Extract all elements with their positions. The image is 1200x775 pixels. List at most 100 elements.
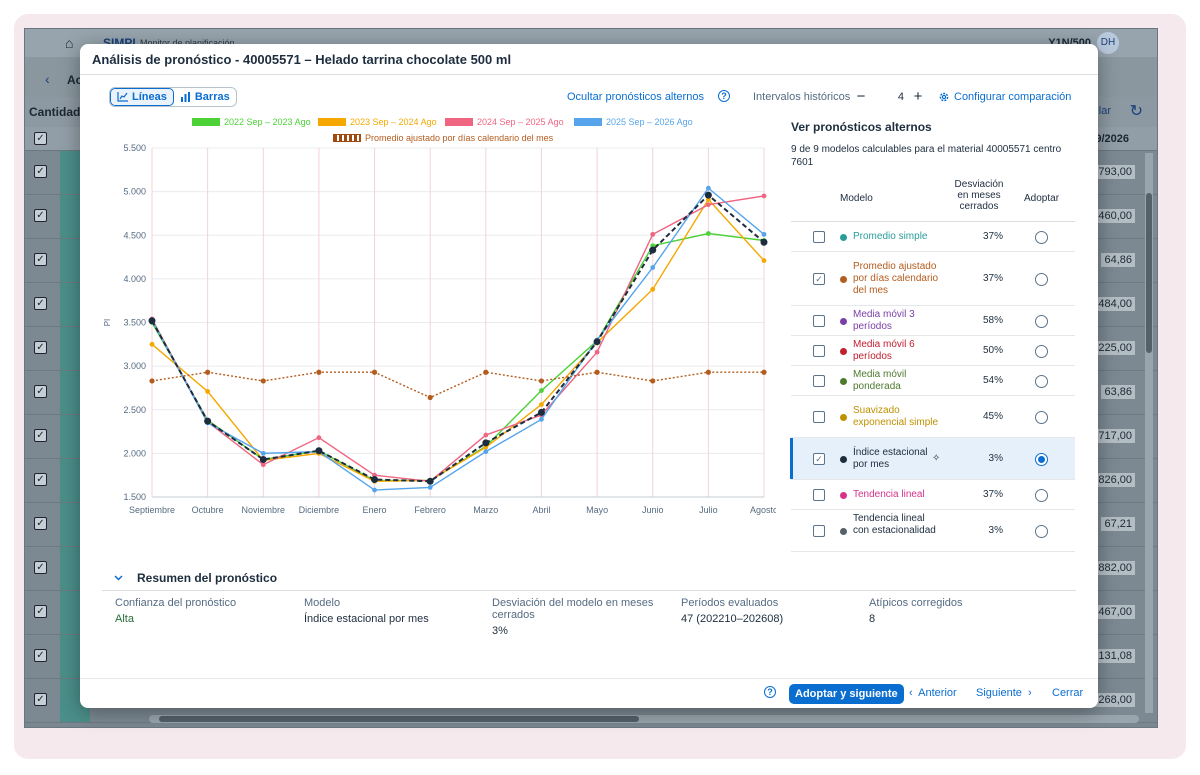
col-deviation: Desviación en meses cerrados — [954, 179, 1004, 212]
row-checkbox[interactable]: ✓ — [34, 429, 47, 442]
refresh-icon[interactable]: ↻ — [1129, 103, 1143, 120]
model-checkbox[interactable] — [813, 375, 825, 387]
model-row[interactable]: Tendencia lineal 37% — [791, 480, 1075, 510]
model-color-dot — [840, 275, 847, 283]
decrement-button[interactable]: − — [856, 88, 866, 105]
row-checkbox[interactable]: ✓ — [34, 209, 47, 222]
row-checkbox[interactable]: ✓ — [34, 649, 47, 662]
chevron-down-icon[interactable] — [114, 575, 123, 581]
row-checkbox[interactable]: ✓ — [34, 165, 47, 178]
model-row[interactable]: Promedio simple 37% — [791, 222, 1075, 252]
model-checkbox[interactable] — [813, 489, 825, 501]
row-checkbox[interactable]: ✓ — [34, 561, 47, 574]
configure-comparison-label: Configurar comparación — [954, 91, 1072, 103]
close-button[interactable]: Cerrar — [1052, 687, 1084, 699]
data-point — [594, 349, 600, 355]
adopt-radio[interactable] — [1035, 272, 1048, 286]
model-checkbox[interactable] — [813, 231, 825, 243]
legend-item[interactable]: 2023 Sep – 2024 Ago — [318, 117, 437, 127]
model-row[interactable]: Media móvil 6 períodos 50% — [791, 336, 1075, 366]
model-checkbox[interactable] — [813, 345, 825, 357]
model-value: Índice estacional por mes — [304, 613, 429, 625]
data-point — [148, 317, 156, 325]
x-tick-label: Octubre — [192, 505, 224, 515]
model-checkbox[interactable] — [813, 411, 825, 423]
horizontal-scrollbar[interactable] — [149, 715, 1139, 723]
model-color-dot — [840, 491, 847, 499]
legend-item[interactable]: Promedio ajustado por días calendario de… — [333, 133, 553, 143]
model-row[interactable]: Tendencia lineal con estacionalidad 3% — [791, 510, 1075, 552]
row-checkbox[interactable]: ✓ — [34, 341, 47, 354]
data-point — [259, 455, 267, 463]
col-model: Modelo — [840, 193, 873, 204]
configure-comparison-link[interactable]: Configurar comparación — [938, 91, 1071, 103]
series-line — [151, 187, 765, 491]
model-row[interactable]: ✓ Promedio ajustado por días calendario d… — [791, 252, 1075, 306]
legend-item[interactable]: 2022 Sep – 2023 Ago — [192, 117, 311, 127]
model-row[interactable]: Suavizado exponencial simple 45% — [791, 396, 1075, 438]
model-name: Tendencia lineal con estacionalidad — [853, 513, 936, 536]
y-tick-label: 3.500 — [123, 318, 146, 328]
row-checkbox[interactable]: ✓ — [34, 605, 47, 618]
adopt-next-button[interactable]: Adoptar y siguiente — [789, 684, 904, 704]
footer-help-icon[interactable]: ? — [764, 686, 776, 698]
dialog-title: Análisis de pronóstico - 40005571 – Hela… — [92, 52, 512, 67]
back-icon[interactable]: ‹ — [45, 71, 50, 87]
select-all-checkbox[interactable]: ✓ — [34, 132, 47, 145]
data-point — [650, 265, 656, 270]
bars-toggle-button[interactable]: Barras — [174, 88, 236, 106]
adopt-radio[interactable] — [1035, 344, 1048, 358]
y-tick-label: 3.000 — [123, 361, 146, 371]
model-checkbox[interactable] — [813, 315, 825, 327]
adopt-radio[interactable] — [1035, 410, 1048, 424]
previous-label: Anterior — [918, 687, 957, 699]
data-point — [315, 447, 323, 455]
model-row[interactable]: Media móvil 3 períodos 58% — [791, 306, 1075, 336]
model-deviation: 50% — [982, 345, 1003, 356]
row-checkbox[interactable]: ✓ — [34, 297, 47, 310]
home-icon[interactable]: ⌂ — [65, 35, 74, 51]
table-label: Cantidad — [29, 105, 81, 119]
help-icon[interactable]: ? — [718, 90, 730, 102]
model-checkbox[interactable]: ✓ — [813, 273, 825, 285]
model-row[interactable]: Media móvil ponderada 54% — [791, 366, 1075, 396]
row-checkbox[interactable]: ✓ — [34, 473, 47, 486]
avatar[interactable]: DH — [1097, 32, 1119, 54]
adopt-radio[interactable] — [1035, 524, 1048, 538]
data-point — [705, 202, 711, 208]
model-row[interactable]: ✓ Índice estacional por mes ✧ 3% — [790, 438, 1075, 480]
legend-item[interactable]: 2025 Sep – 2026 Ago — [574, 117, 693, 127]
series-line — [151, 371, 764, 399]
row-checkbox[interactable]: ✓ — [34, 385, 47, 398]
data-point — [593, 338, 601, 346]
summary-header[interactable]: Resumen del pronóstico — [114, 571, 277, 585]
hide-alternates-link[interactable]: Ocultar pronósticos alternos — [567, 91, 704, 103]
data-point — [371, 369, 378, 375]
adopt-radio[interactable] — [1035, 452, 1048, 466]
adopt-radio[interactable] — [1035, 314, 1048, 328]
data-point — [761, 258, 767, 263]
model-checkbox[interactable]: ✓ — [813, 453, 825, 465]
lines-toggle-button[interactable]: Líneas — [110, 88, 174, 106]
table-action-link[interactable]: lar — [1098, 105, 1111, 117]
model-checkbox[interactable] — [813, 525, 825, 537]
previous-button[interactable]: ‹ Anterior — [909, 687, 957, 699]
vertical-scrollbar[interactable] — [1145, 153, 1153, 713]
row-checkbox[interactable]: ✓ — [34, 253, 47, 266]
data-point — [705, 369, 711, 375]
adopt-radio[interactable] — [1035, 230, 1048, 244]
model-color-dot — [840, 317, 847, 325]
alternates-title: Ver pronósticos alternos — [791, 120, 932, 134]
legend-item[interactable]: 2024 Sep – 2025 Ago — [445, 117, 564, 127]
row-value: 67,21 — [1101, 517, 1135, 531]
next-button[interactable]: Siguiente › — [976, 687, 1032, 699]
increment-button[interactable]: + — [913, 88, 923, 105]
adopt-radio[interactable] — [1035, 488, 1048, 502]
row-checkbox[interactable]: ✓ — [34, 693, 47, 706]
outliers-label: Atípicos corregidos — [869, 597, 963, 609]
outliers-value: 8 — [869, 613, 876, 625]
hist-intervals-value[interactable]: 4 — [897, 91, 904, 103]
adopt-radio[interactable] — [1035, 374, 1048, 388]
row-checkbox[interactable]: ✓ — [34, 517, 47, 530]
data-point — [149, 341, 155, 347]
